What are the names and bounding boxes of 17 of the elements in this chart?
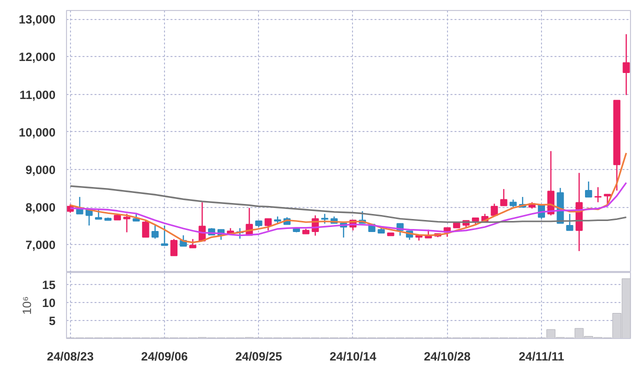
y-tick-label: 10 <box>42 296 56 310</box>
y-tick-label: 7,000 <box>25 238 56 252</box>
y-tick-label: 10,000 <box>18 125 56 140</box>
x-tick-label: 24/09/25 <box>235 350 282 364</box>
y-axis-title: 10⁶ <box>20 296 34 315</box>
y-tick-label: 5 <box>48 314 56 328</box>
y-tick-label: 13,000 <box>18 12 56 27</box>
x-tick-label: 24/09/06 <box>141 350 188 364</box>
y-tick-label: 15 <box>42 278 56 292</box>
x-tick-label: 24/10/28 <box>424 350 471 364</box>
x-tick-label: 24/10/14 <box>330 350 377 364</box>
x-tick-label: 24/08/23 <box>46 350 94 364</box>
x-tick-label: 24/11/11 <box>518 350 564 364</box>
y-tick-label: 9,000 <box>25 163 56 178</box>
y-tick-label: 12,000 <box>18 50 56 64</box>
y-tick-label: 11,000 <box>19 88 56 102</box>
y-tick-label: 8,000 <box>25 200 56 215</box>
